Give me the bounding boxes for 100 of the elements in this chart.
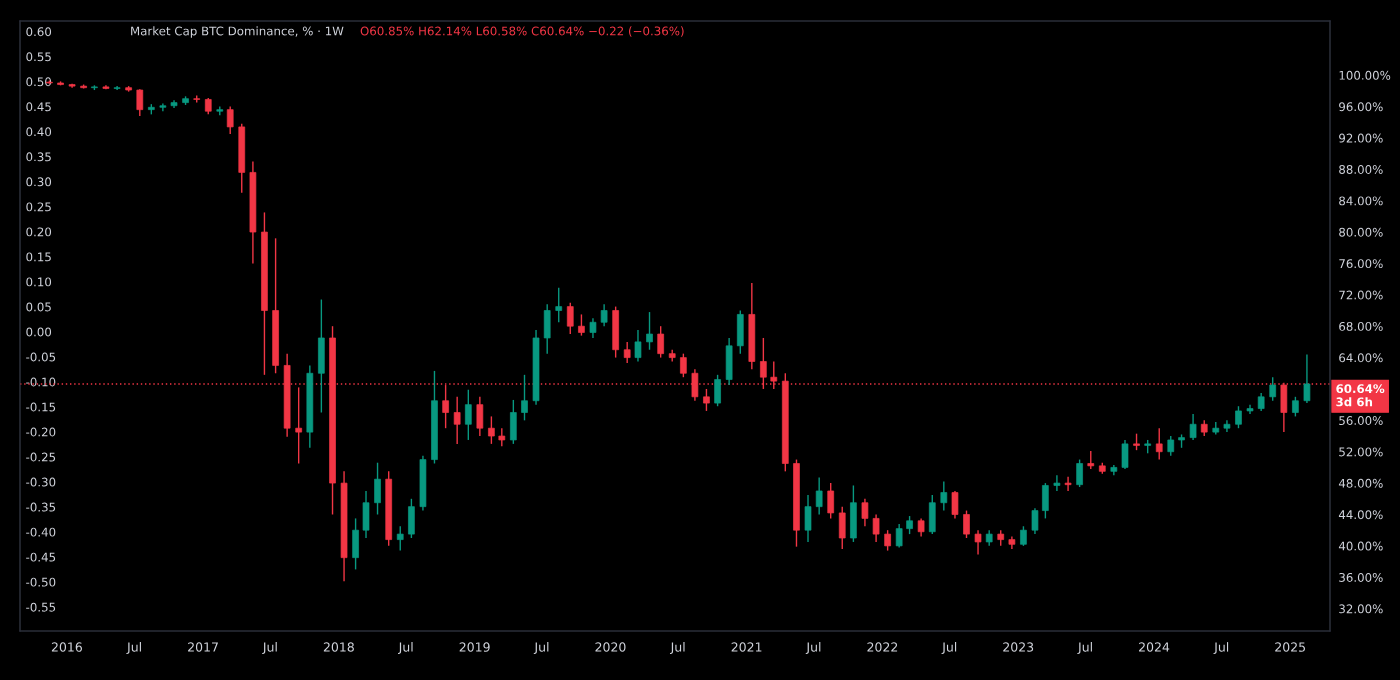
candlestick xyxy=(917,517,925,538)
candlestick xyxy=(804,494,812,543)
candlestick xyxy=(136,88,144,117)
y2-tick-label: 92.00% xyxy=(1339,133,1383,143)
x-tick-label: Jul xyxy=(533,642,549,655)
y2-tick-label: 64.00% xyxy=(1339,353,1383,363)
candlestick xyxy=(884,529,891,552)
candlestick xyxy=(1257,392,1265,412)
candlestick xyxy=(555,287,563,323)
candlestick xyxy=(1031,507,1039,535)
x-tick-label: 2018 xyxy=(323,642,354,652)
x-tick-label: Jul xyxy=(1077,642,1092,655)
candlestick xyxy=(1064,476,1072,492)
candlestick xyxy=(646,311,653,351)
y2-tick-label: 68.00% xyxy=(1339,321,1383,331)
candlestick xyxy=(623,341,631,364)
chart-title: Market Cap BTC Dominance, % · 1W xyxy=(131,26,344,38)
y2-tick-label: 32.00% xyxy=(1339,604,1383,614)
candlestick xyxy=(453,396,461,445)
candlestick xyxy=(488,415,495,445)
candlestick xyxy=(1076,458,1083,488)
y-tick-label: -0.15 xyxy=(26,402,56,412)
candlestick xyxy=(396,525,404,552)
candlestick xyxy=(974,529,982,556)
candlestick xyxy=(634,329,642,363)
y-tick-label: 0.05 xyxy=(26,302,51,312)
y2-tick-label: 44.00% xyxy=(1338,510,1383,520)
y-tick-label: 0.60 xyxy=(26,27,52,37)
candlestick xyxy=(1053,474,1061,492)
y2-tick-label: 84.00% xyxy=(1339,196,1383,206)
candlestick xyxy=(703,388,710,412)
candlestick xyxy=(589,317,597,339)
candlestick xyxy=(159,102,167,112)
candlestick xyxy=(1121,439,1129,470)
candlestick xyxy=(963,509,970,539)
y-tick-label: 0.55 xyxy=(26,52,51,62)
y-tick-label: -0.10 xyxy=(26,377,56,387)
y2-tick-label: 52.00% xyxy=(1339,447,1383,457)
y-tick-label: -0.40 xyxy=(26,527,56,537)
y2-tick-label: 72.00% xyxy=(1339,290,1383,300)
y2-tick-label: 80.00% xyxy=(1339,227,1383,237)
y2-tick-label: 96.00% xyxy=(1339,102,1383,112)
candlestick xyxy=(226,105,234,135)
x-tick-label: Jul xyxy=(669,642,685,655)
candlestick xyxy=(1189,413,1197,441)
y-tick-label: 0.10 xyxy=(26,277,52,287)
x-tick-label: Jul xyxy=(126,642,141,655)
candlestick xyxy=(1020,525,1027,547)
y-tick-label: -0.05 xyxy=(26,352,56,362)
y-tick-label: -0.30 xyxy=(26,477,56,487)
y-tick-label: 0.25 xyxy=(26,202,51,212)
y2-tick-label: 100.00% xyxy=(1339,70,1391,80)
x-tick-label: 2021 xyxy=(731,642,762,652)
x-tick-label: Jul xyxy=(941,642,957,655)
y-tick-label: 0.00 xyxy=(26,327,52,337)
candlestick xyxy=(1235,405,1242,429)
x-tick-label: 2020 xyxy=(595,642,626,652)
candlestick xyxy=(1303,353,1311,404)
candlestick xyxy=(827,482,835,520)
x-tick-label: Jul xyxy=(398,642,413,655)
candlestick xyxy=(1155,427,1163,461)
candlestick xyxy=(1269,376,1277,402)
candlestick xyxy=(476,396,484,437)
x-tick-label: 2019 xyxy=(459,642,490,652)
x-tick-label: 2024 xyxy=(1139,642,1170,652)
candlestick xyxy=(680,352,687,378)
y2-tick-label: 76.00% xyxy=(1339,259,1383,269)
y-tick-label: -0.25 xyxy=(26,452,56,462)
y-tick-label: -0.45 xyxy=(26,552,56,562)
y-tick-label: -0.55 xyxy=(26,602,56,612)
y-tick-label: 0.35 xyxy=(26,152,51,162)
y-tick-label: 0.40 xyxy=(26,127,52,137)
candlestick xyxy=(521,374,528,422)
x-tick-label: Jul xyxy=(262,642,277,655)
x-tick-label: Jul xyxy=(1213,642,1229,655)
y-tick-label: -0.20 xyxy=(26,427,56,437)
y2-tick-label: 88.00% xyxy=(1339,165,1383,174)
candlestick xyxy=(498,427,506,447)
y-tick-label: 0.50 xyxy=(26,77,52,87)
candlestick xyxy=(566,301,574,335)
candlestick xyxy=(951,490,959,520)
y-tick-label: -0.35 xyxy=(26,502,56,512)
y-tick-label: 0.45 xyxy=(26,102,51,112)
y2-tick-label: 36.00% xyxy=(1339,572,1383,582)
y-tick-label: 0.20 xyxy=(26,227,52,237)
candlestick xyxy=(578,313,585,337)
y-tick-label: 0.15 xyxy=(26,252,51,262)
x-tick-label: 2016 xyxy=(51,642,82,652)
candlestick xyxy=(295,386,302,465)
candlestick xyxy=(374,462,381,516)
candlestick xyxy=(872,513,880,543)
x-tick-label: 2017 xyxy=(188,642,218,652)
y2-tick-label: 40.00% xyxy=(1338,541,1383,551)
candlestick xyxy=(815,476,823,516)
y-tick-label: -0.50 xyxy=(26,577,56,587)
x-tick-label: 2022 xyxy=(867,642,898,652)
candlestick xyxy=(714,374,721,407)
y2-tick-label: 56.00% xyxy=(1339,416,1383,425)
candlestick xyxy=(465,389,472,441)
ref-line-label: 60.64% 3d 6h xyxy=(1336,384,1385,407)
